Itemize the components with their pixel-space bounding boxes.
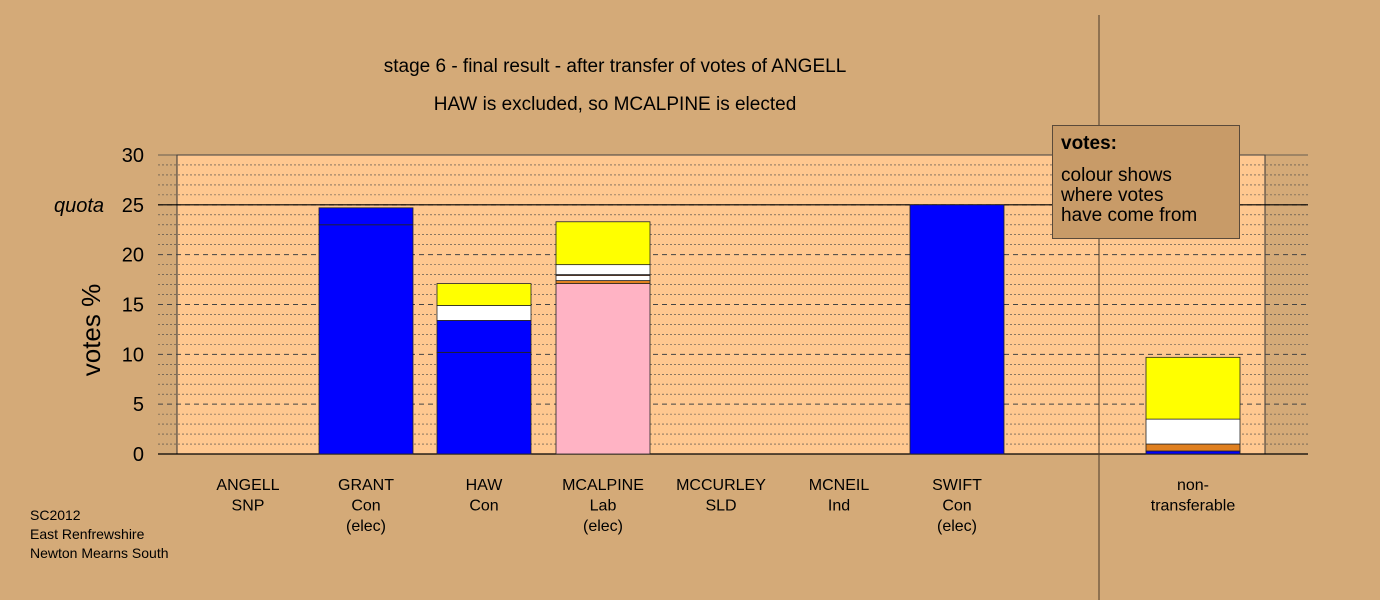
x-tick-label: MCNEIL [809, 477, 870, 494]
x-axis-labels: ANGELL SNP GRANT Con (elec) HAW Con MCALPINE Lab… [216, 477, 1235, 535]
y-tick-label: 15 [122, 295, 144, 317]
legend-title: votes: [1061, 133, 1117, 154]
bar-segment [318, 207, 414, 226]
bar-segment [1145, 443, 1241, 452]
footnote-line-1: SC2012 [30, 507, 81, 523]
bar-segment [555, 264, 651, 275]
legend-line-2: where votes [1061, 185, 1164, 206]
bar-segment [1145, 356, 1241, 420]
y-tick-label: 25 [122, 195, 144, 217]
bar-segment [555, 280, 651, 284]
bar-segment [555, 221, 651, 266]
x-tick-label: Lab [590, 498, 617, 515]
bar-segment [436, 351, 532, 455]
quota-label: quota [54, 195, 104, 217]
x-tick-label: transferable [1151, 498, 1236, 515]
bars [318, 204, 1241, 455]
bar-segment [436, 320, 532, 353]
footnote-line-2: East Renfrewshire [30, 526, 145, 542]
y-tick-label: 20 [122, 245, 144, 267]
y-axis-ticks: 0 5 10 15 20 25 30 [122, 145, 144, 466]
x-tick-label: SNP [232, 498, 265, 515]
y-axis-label: votes % [76, 284, 106, 377]
y-tick-label: 10 [122, 344, 144, 366]
chart-title: stage 6 - final result - after transfer … [384, 56, 847, 77]
x-tick-label: Con [942, 498, 971, 515]
bar-segment [555, 283, 651, 455]
x-tick-label: GRANT [338, 477, 394, 494]
y-tick-label: 0 [133, 444, 144, 466]
x-tick-label: Con [351, 498, 380, 515]
x-tick-label: MCCURLEY [676, 477, 766, 494]
footnote: SC2012 East Renfrewshire Newton Mearns S… [30, 506, 169, 563]
bar-segment [909, 204, 1005, 455]
bar-segment [436, 283, 532, 306]
chart-subtitle: HAW is excluded, so MCALPINE is elected [434, 94, 797, 115]
bar-segment [555, 275, 651, 281]
x-tick-label: Ind [828, 498, 850, 515]
x-tick-label: Con [469, 498, 498, 515]
bar-segment [318, 224, 414, 455]
x-tick-label: MCALPINE [562, 477, 644, 494]
footnote-line-3: Newton Mearns South [30, 545, 169, 561]
legend-line-3: have come from [1061, 205, 1198, 226]
y-tick-label: 30 [122, 145, 144, 167]
bar-segment [1145, 450, 1241, 455]
x-tick-label: SLD [705, 498, 736, 515]
legend-line-1: colour shows [1061, 165, 1172, 186]
bar-segment [1145, 418, 1241, 445]
x-tick-label: non- [1177, 477, 1209, 494]
x-tick-label: SWIFT [932, 477, 982, 494]
x-tick-label: (elec) [346, 518, 386, 535]
x-tick-label: ANGELL [216, 477, 279, 494]
x-tick-label: (elec) [937, 518, 977, 535]
legend-box: votes: colour shows where votes have com… [1052, 125, 1240, 239]
x-tick-label: HAW [466, 477, 504, 494]
x-tick-label: (elec) [583, 518, 623, 535]
y-tick-label: 5 [133, 394, 144, 416]
bar-segment [436, 305, 532, 321]
